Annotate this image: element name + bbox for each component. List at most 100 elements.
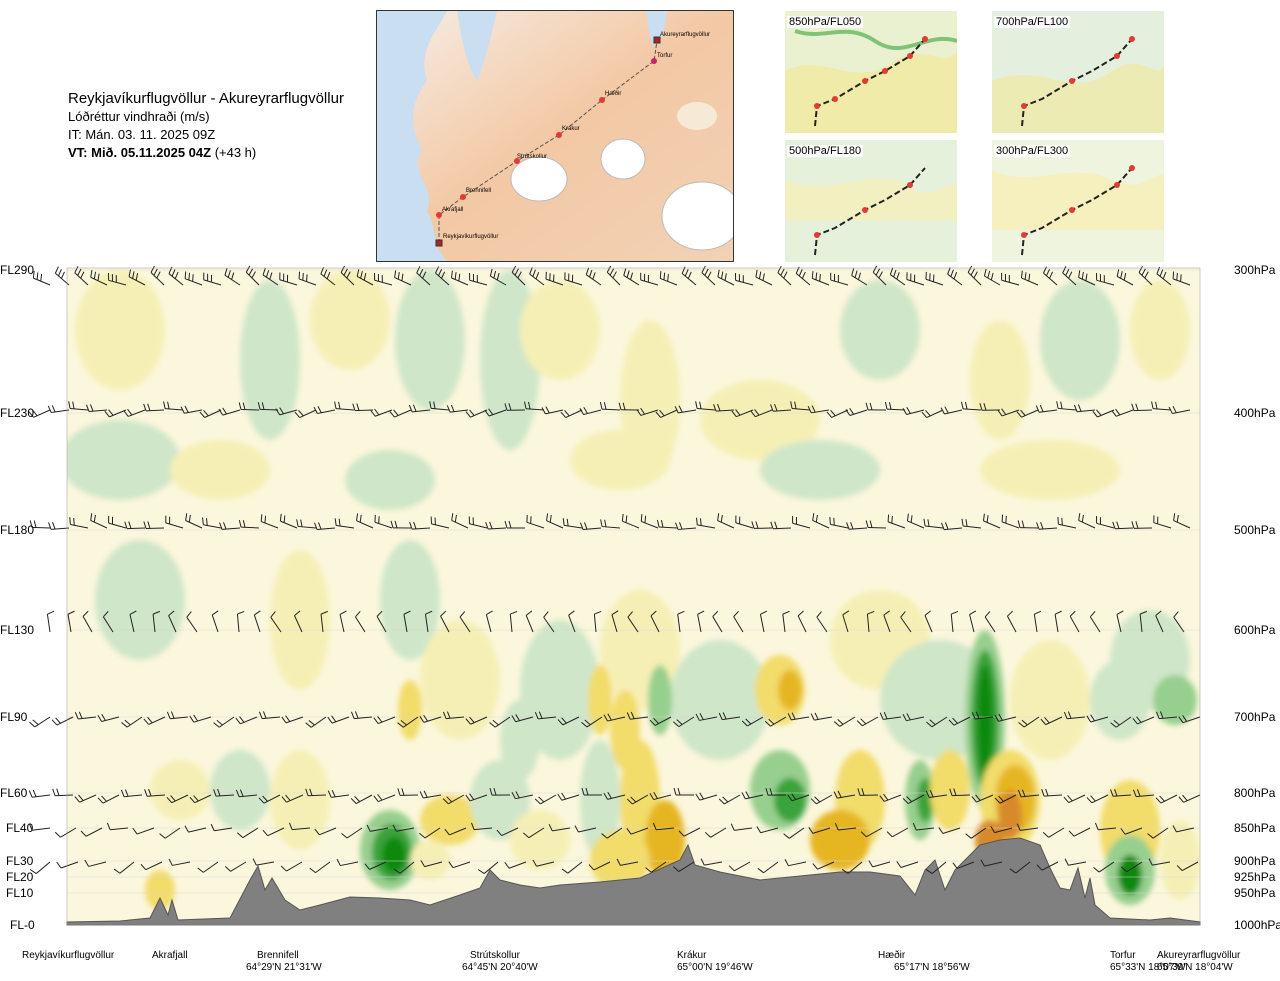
wind-barb <box>393 861 415 874</box>
wind-barb <box>262 267 279 286</box>
wind-barb <box>990 826 1013 834</box>
wind-barb <box>581 716 603 728</box>
wind-barb <box>46 610 55 633</box>
valid-time: VT: Mið. 05.11.2025 04Z (+43 h) <box>68 144 344 162</box>
wind-barb <box>1001 514 1020 529</box>
wind-barb <box>392 824 415 832</box>
wind-barb <box>938 827 961 834</box>
wind-barb <box>902 406 925 415</box>
wind-barb <box>511 714 534 723</box>
wind-barb <box>350 794 373 804</box>
wind-barb <box>352 403 374 412</box>
wind-barb <box>1093 861 1115 873</box>
wind-barb <box>189 714 212 723</box>
wind-barb <box>534 711 557 720</box>
field-contour <box>700 380 820 460</box>
wind-barb <box>534 794 557 805</box>
wind-barb <box>700 858 723 866</box>
wind-barb <box>623 268 640 286</box>
wind-barb <box>860 827 883 838</box>
wind-barb <box>144 788 166 797</box>
wind-barb <box>787 793 810 802</box>
wind-barb <box>581 787 603 796</box>
wind-barb <box>579 407 602 416</box>
left-level-label: FL290 <box>0 263 35 277</box>
wind-barb <box>54 266 70 286</box>
wind-barb <box>787 712 810 721</box>
field-contour <box>470 760 530 840</box>
field-contour <box>1153 675 1197 725</box>
wind-barb <box>713 403 735 412</box>
wind-barb <box>950 610 959 633</box>
wind-barb <box>84 859 107 867</box>
wind-barb <box>446 404 469 413</box>
right-level-label: 500hPa <box>1234 523 1276 537</box>
wind-barb <box>841 861 863 874</box>
wind-barb <box>314 827 337 836</box>
station-name: Brennifell <box>257 950 299 961</box>
station-coord: 65°17'N 18°56'W <box>894 962 970 973</box>
wind-barb <box>599 401 621 411</box>
wind-barb <box>252 858 275 866</box>
wind-barb <box>886 827 909 838</box>
wind-barb <box>203 272 222 286</box>
wind-barb <box>783 827 805 839</box>
field-contour <box>648 665 672 735</box>
field-contour <box>398 680 422 740</box>
wind-barb <box>416 266 431 286</box>
wind-barb <box>816 611 828 633</box>
wind-barb <box>106 822 129 831</box>
right-level-label: 800hPa <box>1234 786 1276 800</box>
wind-barb <box>952 861 975 869</box>
wind-barb <box>812 861 835 870</box>
map-sea-west <box>377 11 447 261</box>
wind-barb <box>925 790 948 798</box>
right-level-label: 850hPa <box>1234 821 1276 835</box>
wind-barb <box>489 716 511 728</box>
wind-barb <box>120 789 143 798</box>
wind-barb <box>257 402 279 411</box>
wind-barb <box>751 521 773 529</box>
right-level-label: 600hPa <box>1234 623 1276 637</box>
station-label: Brennifell 64°29'N 21°31'W <box>246 950 322 974</box>
waypoint-marker <box>435 239 443 247</box>
wind-barb <box>465 409 488 418</box>
wind-barb <box>97 713 120 722</box>
wind-barb <box>465 793 488 802</box>
wind-barb <box>224 268 241 286</box>
wind-barb <box>496 827 519 836</box>
wind-barb <box>765 787 787 796</box>
wind-barb <box>1016 823 1039 831</box>
field-contour <box>270 550 330 690</box>
wind-barb <box>857 788 879 796</box>
wind-barb <box>159 827 181 839</box>
wind-barb <box>1057 516 1077 529</box>
wind-barb <box>546 513 564 529</box>
waypoint-label: Reykjavíkurflugvöllur <box>443 234 498 240</box>
valid-time-offset: (+43 h) <box>211 145 257 160</box>
wind-barb <box>851 268 868 286</box>
wind-barb <box>808 827 831 834</box>
wind-barb <box>636 407 659 416</box>
wind-barb <box>279 513 298 529</box>
wind-barb <box>1176 861 1199 872</box>
wind-barb <box>1078 270 1096 286</box>
glacier-1 <box>510 156 568 202</box>
right-level-label: 1000hPa <box>1234 918 1280 932</box>
station-label: Hæðir 65°17'N 18°56'W <box>878 950 970 974</box>
wind-barb <box>1172 271 1191 286</box>
wind-barb <box>140 861 163 871</box>
wind-barb <box>926 716 948 728</box>
field-contour <box>345 450 435 510</box>
wind-barb <box>1043 266 1058 286</box>
wind-barb <box>294 610 303 633</box>
waypoint-label: Krákur <box>562 126 580 132</box>
wind-barb <box>102 611 114 633</box>
wind-barb <box>1089 611 1101 633</box>
wind-barb <box>235 716 258 725</box>
wind-barb <box>757 861 779 874</box>
wind-barb <box>69 517 89 529</box>
waypoint-label: Akureyrarflugvöllur <box>660 32 710 38</box>
wind-barb <box>409 521 431 530</box>
wind-barb <box>339 610 347 633</box>
